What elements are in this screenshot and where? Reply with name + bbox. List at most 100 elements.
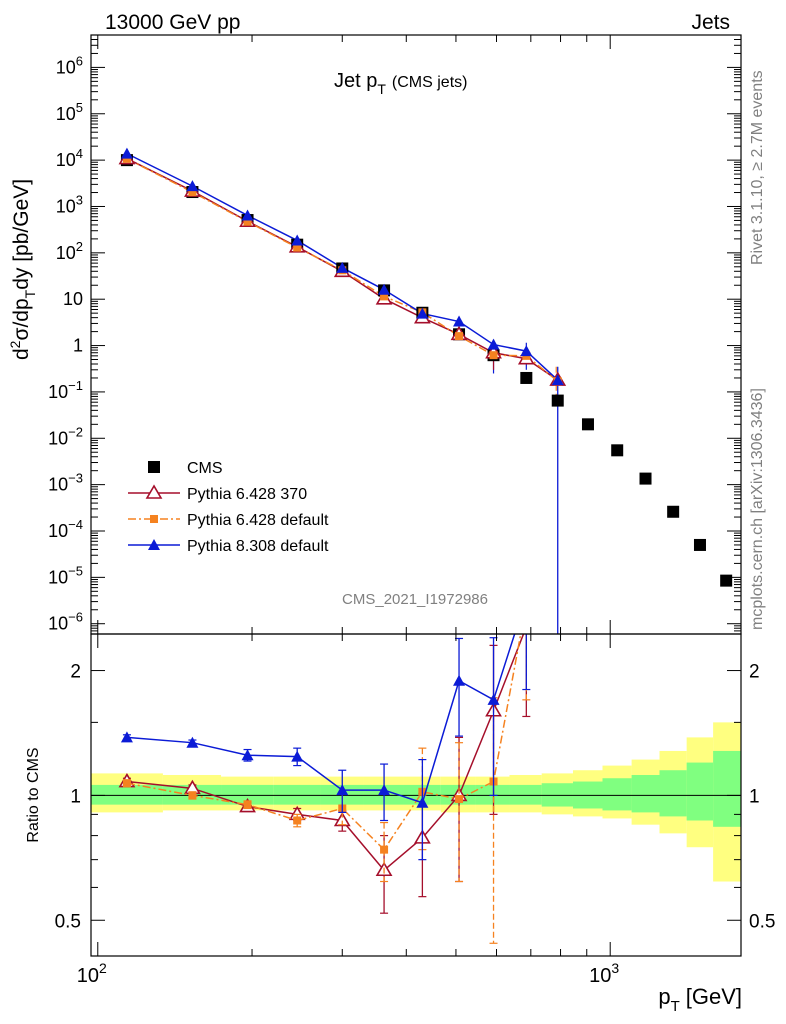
point-pythia-8-308-default	[487, 338, 500, 350]
point-pythia-8-308-default	[291, 234, 304, 246]
rivet-label: Rivet 3.1.10, ≥ 2.7M events	[749, 70, 766, 265]
point-pythia-8-308-default	[551, 374, 564, 386]
uncertainty-band-green	[686, 762, 714, 821]
ratio-point-pythia-6-428-default	[293, 816, 302, 825]
point-pythia-6-428-default	[122, 154, 131, 163]
ratio-point-pythia-6-428-default	[122, 779, 131, 788]
uncertainty-band-green	[509, 784, 542, 805]
legend-label: Pythia 6.428 default	[187, 512, 329, 529]
ratio-point-pythia-8-308-default	[416, 796, 429, 808]
ytick-label: 1	[73, 336, 83, 356]
ratio-point-pythia-8-308-default	[241, 749, 254, 761]
point-cms	[667, 505, 680, 518]
uncertainty-band-green	[475, 784, 510, 805]
point-pythia-8-308-default	[416, 307, 429, 319]
ratio-point-pythia-6-428-default	[243, 800, 252, 809]
ytick-label: 103	[56, 192, 83, 216]
ratio-point-pythia-8-308-default	[336, 784, 349, 796]
process-label: Jets	[691, 11, 730, 34]
point-pythia-6-428-default	[293, 243, 302, 252]
ytick-label: 10−5	[48, 563, 83, 587]
uncertainty-band-green	[659, 770, 687, 817]
main-axis-ticks: 10−6 10−5 10−4 10−3 10−2 10−1 1 10 102 103 104 105 1…	[48, 34, 741, 635]
point-pythia-8-308-default	[378, 283, 391, 295]
legend-marker-pythia-6-428-370	[145, 484, 163, 499]
xtick-label: 103	[589, 960, 619, 987]
legend-item-pythia-8-308-default: Pythia 8.308 default	[128, 538, 329, 555]
legend-item-pythia-6-428-default: Pythia 6.428 default	[128, 512, 329, 529]
ytick-label: 106	[56, 53, 83, 77]
ytick-label: 10−2	[48, 424, 83, 448]
ratio-point-pythia-8-308-default	[378, 784, 391, 796]
ratio-point-pythia-8-308-default	[120, 731, 133, 743]
uncertainty-band-green	[221, 784, 274, 805]
ratio-ytick-label-right: 0.5	[749, 911, 775, 932]
point-cms	[693, 538, 706, 551]
ytick-label: 10−4	[48, 517, 83, 541]
point-pythia-8-308-default	[520, 345, 533, 357]
legend-item-cms: CMS	[148, 460, 223, 477]
ratio-axis-ticks: 0.5 0.5 1 1 2 2 102 103	[55, 634, 775, 987]
uncertainty-band-green	[91, 784, 163, 805]
ytick-label: 105	[56, 100, 83, 124]
legend-label: Pythia 6.428 370	[187, 486, 307, 503]
point-pythia-8-308-default	[453, 315, 466, 327]
ratio-ytick-label-left: 1	[70, 786, 81, 807]
ratio-ytick-label-right: 2	[749, 662, 760, 683]
ratio-point-pythia-6-428-370	[333, 811, 351, 827]
uncertainty-band-green	[273, 784, 321, 805]
ytick-label: 10−3	[48, 471, 83, 495]
ytick-label: 10−1	[48, 378, 83, 402]
x-axis-label: pT [GeV]	[658, 984, 742, 1015]
ratio-point-pythia-8-308-default	[487, 693, 500, 705]
point-pythia-8-308-default	[186, 180, 199, 192]
legend-marker-cms	[148, 461, 160, 473]
ratio-ylabel: Ratio to CMS	[25, 747, 42, 842]
uncertainty-band-green	[602, 778, 632, 811]
plot-title: Jet pT (CMS jets)	[334, 70, 467, 97]
ratio-point-pythia-6-428-default	[188, 791, 197, 800]
main-ylabel: d2σ/dpTdy [pb/GeV]	[7, 179, 38, 360]
legend-marker-pythia-8-308-default	[148, 539, 160, 550]
ratio-ytick-label-left: 2	[70, 662, 81, 683]
point-cms	[551, 394, 564, 407]
analysis-label: CMS_2021_I1972986	[342, 591, 488, 608]
legend-marker-pythia-6-428-default	[150, 515, 158, 523]
legend: CMS Pythia 6.428 370 Pythia 6.428 default P…	[128, 460, 329, 555]
ratio-point-pythia-6-428-default	[380, 845, 389, 854]
ratio-plot-content	[118, 634, 531, 944]
ratio-point-pythia-6-428-default	[455, 795, 464, 804]
ratio-ytick-label-right: 1	[749, 786, 760, 807]
ratio-line-pythia-6-428-370	[126, 634, 525, 872]
point-cms	[720, 574, 733, 587]
point-pythia-8-308-default	[241, 209, 254, 221]
point-pythia-6-428-default	[243, 217, 252, 226]
legend-item-pythia-6-428-370: Pythia 6.428 370	[128, 484, 307, 503]
point-pythia-8-308-default	[120, 147, 133, 159]
uncertainty-band-green	[631, 774, 660, 813]
ratio-line-pythia-6-428-default	[126, 634, 522, 851]
point-pythia-6-428-default	[380, 292, 389, 301]
uncertainty-band-green	[541, 783, 573, 807]
point-cms	[581, 418, 594, 431]
ratio-point-pythia-8-308-default	[453, 674, 466, 686]
ratio-ytick-label-left: 0.5	[55, 911, 81, 932]
point-cms	[611, 444, 624, 457]
ytick-label: 10	[63, 289, 83, 309]
point-pythia-6-428-default	[489, 351, 498, 360]
ratio-line-pythia-8-308-default	[126, 634, 516, 804]
ratio-point-pythia-8-308-default	[186, 736, 199, 748]
site-label: mcplots.cern.ch [arXiv:1306.3436]	[749, 388, 766, 630]
point-pythia-6-428-default	[188, 188, 197, 197]
ytick-label: 102	[56, 239, 83, 263]
main-plot-content	[118, 147, 733, 634]
uncertainty-band-green	[713, 750, 741, 827]
xtick-label: 102	[77, 960, 107, 987]
point-cms	[520, 371, 533, 384]
point-cms	[639, 472, 652, 485]
point-pythia-6-428-default	[455, 332, 464, 341]
point-pythia-8-308-default	[336, 261, 349, 273]
legend-label: CMS	[187, 460, 223, 477]
ytick-label: 10−6	[48, 610, 83, 634]
